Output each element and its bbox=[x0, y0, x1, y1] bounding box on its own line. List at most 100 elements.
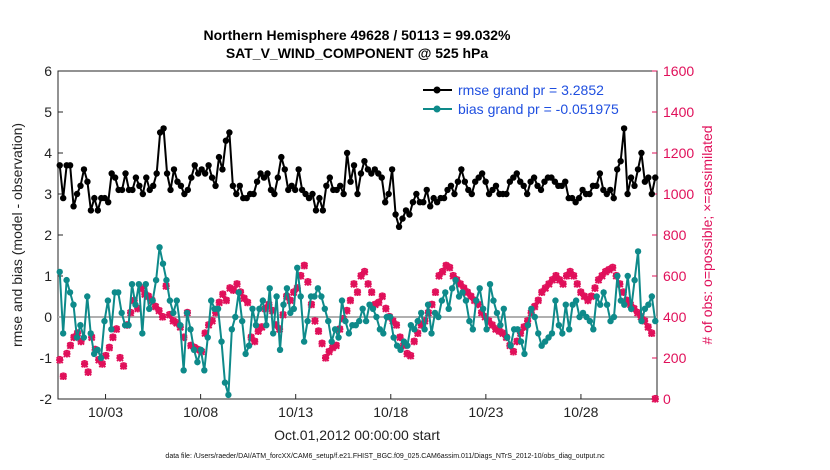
bias-point bbox=[338, 297, 346, 304]
rmse-point bbox=[316, 194, 323, 202]
ticks-layer: -2 -1 0 1 2 3 4 5 6 0 200 400 600 800 1000 1200 1400 1600… bbox=[40, 63, 695, 420]
x-tick-label: 10/18 bbox=[373, 404, 408, 420]
bias-point bbox=[442, 289, 449, 296]
rmse-point bbox=[395, 223, 403, 230]
legend-box bbox=[418, 80, 650, 122]
obs-assimilated-point bbox=[531, 303, 539, 311]
rmse-point bbox=[627, 174, 635, 181]
rmse-point bbox=[309, 190, 316, 198]
rmse-point bbox=[638, 149, 645, 157]
obs-assimilated-point bbox=[272, 321, 280, 329]
bias-point bbox=[177, 322, 184, 329]
obs-assimilated-point bbox=[495, 327, 503, 336]
rmse-point bbox=[281, 166, 288, 173]
x-tick-label: 10/03 bbox=[88, 404, 123, 420]
rmse-point bbox=[388, 166, 396, 173]
obs-assimilated-point bbox=[371, 300, 379, 309]
rmse-point bbox=[354, 190, 361, 198]
obs-assimilated-point bbox=[318, 339, 326, 348]
rmse-point bbox=[406, 211, 413, 218]
bias-point bbox=[428, 330, 435, 337]
bias-point bbox=[146, 305, 153, 312]
bias-point bbox=[424, 301, 432, 308]
rmse-point bbox=[264, 170, 271, 177]
x-tick-label: 10/28 bbox=[563, 404, 598, 420]
obs-assimilated-point bbox=[403, 350, 411, 358]
bias-point bbox=[411, 326, 418, 333]
bias-point bbox=[149, 297, 156, 304]
obs-assimilated-point bbox=[222, 296, 231, 305]
rmse-point bbox=[278, 153, 285, 161]
chart-title-line1: Northern Hemisphere 49628 / 50113 = 99.0… bbox=[203, 27, 511, 43]
y-left-tick-label: 2 bbox=[44, 227, 52, 243]
bias-point bbox=[373, 313, 380, 321]
obs-assimilated-point bbox=[587, 292, 596, 301]
rmse-point bbox=[513, 170, 520, 177]
rmse-point bbox=[312, 207, 320, 214]
bias-point bbox=[476, 285, 483, 292]
obs-assimilated-point bbox=[286, 296, 294, 305]
rmse-point bbox=[648, 190, 656, 198]
rmse-point bbox=[80, 166, 88, 173]
obs-assimilated-point bbox=[474, 300, 482, 309]
rmse-point bbox=[250, 190, 257, 198]
legend-rmse-label: rmse grand pr = 3.2852 bbox=[458, 82, 604, 98]
legend-bias-label: bias grand pr = -0.051975 bbox=[458, 101, 619, 117]
bias-point bbox=[586, 317, 594, 325]
bias-point bbox=[648, 293, 656, 300]
bias-point bbox=[59, 330, 67, 337]
bias-point bbox=[504, 334, 511, 341]
bias-point bbox=[194, 358, 201, 366]
bias-point bbox=[132, 301, 139, 308]
obs-assimilated-point bbox=[492, 325, 500, 334]
bias-point bbox=[552, 297, 559, 304]
bias-point bbox=[269, 330, 277, 337]
obs-assimilated-point bbox=[219, 290, 227, 299]
rmse-point bbox=[347, 178, 354, 185]
bias-point bbox=[331, 326, 339, 333]
bias-point bbox=[342, 317, 349, 325]
bias-point bbox=[634, 248, 642, 255]
obs-assimilated-point bbox=[520, 323, 528, 331]
obs-assimilated-point bbox=[513, 337, 521, 346]
rmse-point bbox=[222, 137, 230, 144]
bias-point bbox=[108, 326, 115, 333]
obs-assimilated-point bbox=[555, 276, 564, 284]
bias-point bbox=[531, 313, 538, 321]
bias-point bbox=[190, 346, 198, 353]
bias-point bbox=[290, 305, 298, 312]
obs-assimilated-point bbox=[304, 278, 312, 286]
bias-point bbox=[452, 276, 459, 284]
rmse-point bbox=[326, 174, 334, 181]
obs-assimilated-point bbox=[208, 317, 216, 325]
obs-assimilated-point bbox=[233, 280, 241, 288]
rmse-point bbox=[84, 178, 91, 185]
obs-assimilated-point bbox=[647, 329, 656, 338]
bias-point bbox=[600, 289, 607, 296]
rmse-point bbox=[163, 170, 171, 177]
obs-assimilated-point bbox=[580, 292, 589, 301]
obs-assimilated-point bbox=[410, 337, 418, 346]
bias-point bbox=[201, 367, 208, 374]
bias-point bbox=[280, 301, 287, 308]
rmse-point bbox=[523, 190, 531, 198]
rmse-point bbox=[607, 186, 614, 194]
y-right-tick-label: 400 bbox=[663, 309, 687, 325]
rmse-point bbox=[94, 207, 102, 214]
rmse-point bbox=[167, 186, 174, 194]
rmse-series bbox=[56, 125, 659, 230]
obs-assimilated-point bbox=[360, 268, 369, 276]
bias-point bbox=[380, 330, 387, 337]
y-left-tick-label: -1 bbox=[40, 350, 53, 366]
rmse-point bbox=[118, 186, 126, 194]
bias-point bbox=[166, 297, 174, 304]
rmse-point bbox=[253, 178, 261, 185]
obs-assimilated-point bbox=[226, 284, 234, 293]
bias-point bbox=[652, 317, 659, 325]
obs-assimilated-point bbox=[105, 344, 114, 352]
bias-point bbox=[614, 272, 621, 280]
obs-assimilated-point bbox=[509, 348, 518, 356]
obs-assimilated-point bbox=[477, 309, 486, 317]
obs-assimilated-point bbox=[282, 292, 291, 301]
bias-point bbox=[142, 281, 149, 288]
